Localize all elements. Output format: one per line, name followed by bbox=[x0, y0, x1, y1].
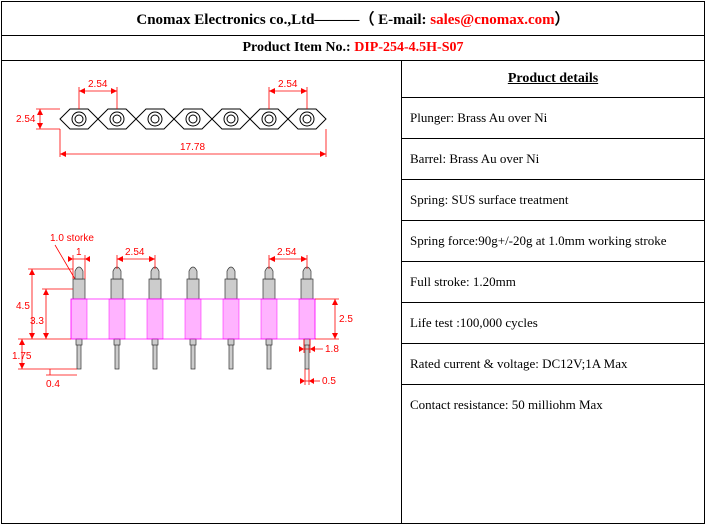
dim-top-pitch1: 2.54 bbox=[88, 79, 108, 90]
dim-top-length: 17.78 bbox=[180, 142, 205, 153]
header-close: ） bbox=[555, 12, 570, 28]
stroke-note: 1.0 storke bbox=[50, 233, 94, 244]
dim-h175: 1.75 bbox=[12, 351, 32, 362]
dim-side-1: 1 bbox=[76, 247, 82, 258]
company-name: Cnomax Electronics co.,Ltd———（ E-mail: bbox=[136, 12, 430, 28]
detail-rated: Rated current & voltage: DC12V;1A Max bbox=[402, 344, 704, 385]
detail-plunger: Plunger: Brass Au over Ni bbox=[402, 98, 704, 139]
part-number: DIP-254-4.5H-S07 bbox=[354, 40, 463, 55]
dim-h25: 2.5 bbox=[339, 314, 353, 325]
item-label: Product Item No.: bbox=[242, 40, 354, 55]
dim-side-pitch2: 2.54 bbox=[277, 247, 297, 258]
product-item-row: Product Item No.: DIP-254-4.5H-S07 bbox=[2, 36, 704, 61]
details-panel: Product details Plunger: Brass Au over N… bbox=[402, 61, 704, 523]
company-email[interactable]: sales@cnomax.com bbox=[430, 12, 554, 28]
detail-barrel: Barrel: Brass Au over Ni bbox=[402, 139, 704, 180]
dim-h33: 3.3 bbox=[30, 316, 44, 327]
dim-w05: 0.5 bbox=[322, 376, 336, 387]
dim-h45: 4.5 bbox=[16, 301, 30, 312]
dim-top-height: 2.54 bbox=[16, 114, 36, 125]
dim-h04: 0.4 bbox=[46, 379, 60, 390]
details-title: Product details bbox=[402, 61, 704, 98]
detail-contact-res: Contact resistance: 50 milliohm Max bbox=[402, 385, 704, 425]
dim-top-pitch2: 2.54 bbox=[278, 79, 298, 90]
detail-full-stroke: Full stroke: 1.20mm bbox=[402, 262, 704, 303]
technical-drawing: 2.54 2.54 2.54 17.78 bbox=[10, 69, 394, 515]
company-header: Cnomax Electronics co.,Ltd———（ E-mail: s… bbox=[2, 2, 704, 36]
drawing-panel: 2.54 2.54 2.54 17.78 bbox=[2, 61, 402, 523]
detail-life-test: Life test :100,000 cycles bbox=[402, 303, 704, 344]
detail-spring: Spring: SUS surface treatment bbox=[402, 180, 704, 221]
dim-w18: 1.8 bbox=[325, 344, 339, 355]
dim-side-pitch1: 2.54 bbox=[125, 247, 145, 258]
detail-spring-force: Spring force:90g+/-20g at 1.0mm working … bbox=[402, 221, 704, 262]
